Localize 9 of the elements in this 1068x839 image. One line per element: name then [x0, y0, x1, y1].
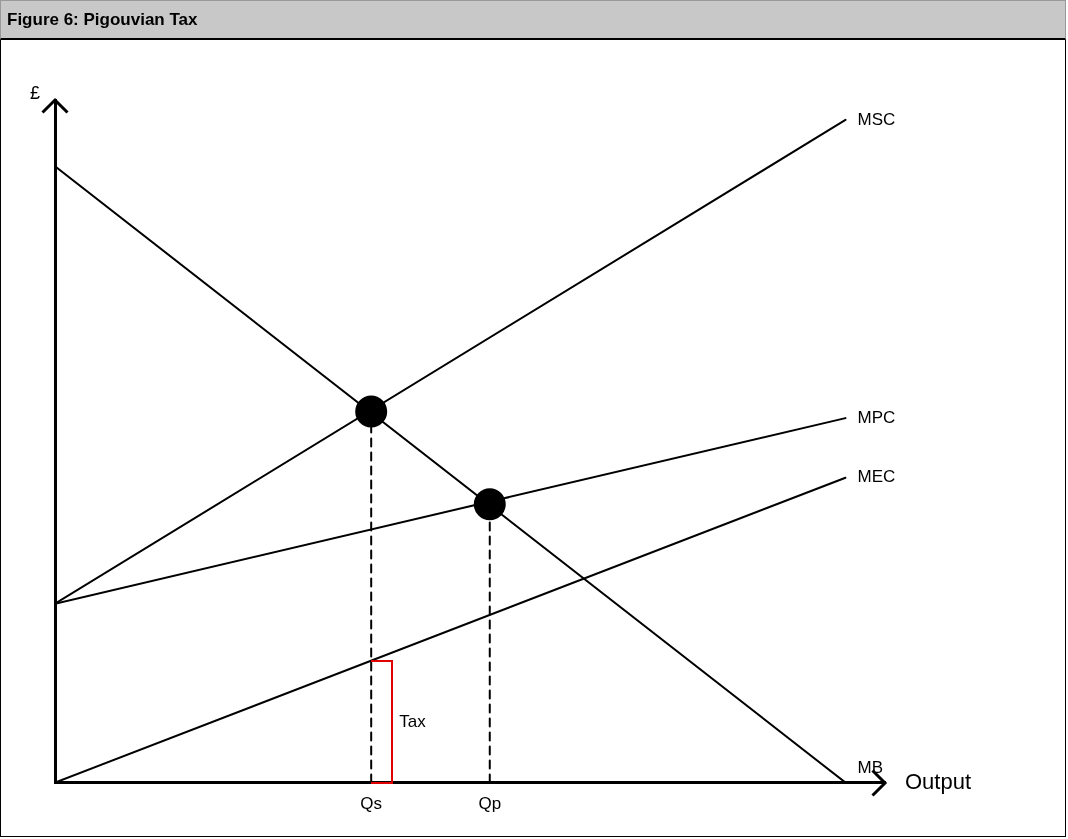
x-tick-label: Qs: [360, 794, 383, 814]
series-label: MPC: [857, 407, 896, 427]
x-tick-label: Qp: [478, 794, 502, 814]
series-label: MSC: [857, 109, 896, 129]
chart-title: Figure 6: Pigouvian Tax: [7, 10, 198, 29]
y-axis-title: £: [29, 82, 41, 103]
annotation: Tax: [399, 711, 426, 732]
x-axis-title: Output: [905, 768, 972, 794]
series-label: MEC: [857, 467, 896, 487]
